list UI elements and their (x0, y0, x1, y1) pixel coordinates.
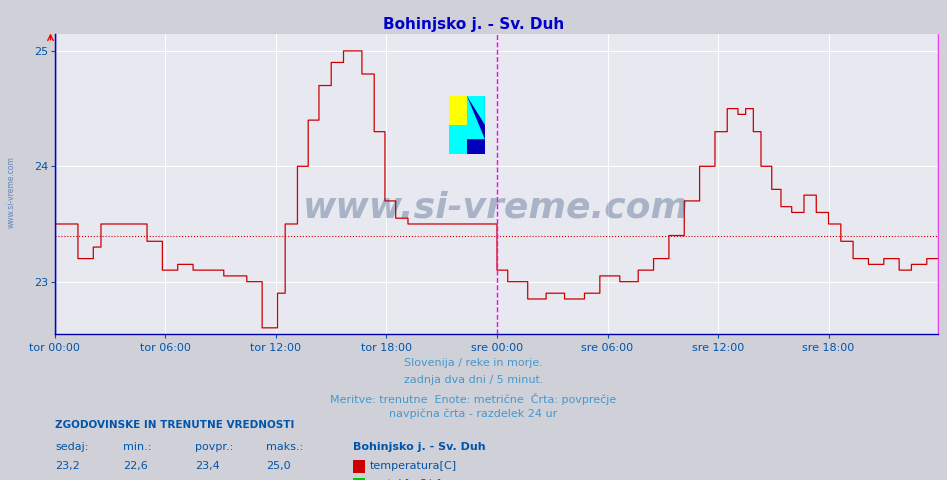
Text: -nan: -nan (195, 479, 221, 480)
Text: Bohinjsko j. - Sv. Duh: Bohinjsko j. - Sv. Duh (353, 442, 486, 452)
Text: temperatura[C]: temperatura[C] (369, 461, 456, 471)
Polygon shape (467, 96, 485, 139)
Text: sedaj:: sedaj: (55, 442, 88, 452)
Text: navpična črta - razdelek 24 ur: navpična črta - razdelek 24 ur (389, 409, 558, 420)
Text: 23,2: 23,2 (55, 461, 80, 471)
Text: zadnja dva dni / 5 minut.: zadnja dva dni / 5 minut. (403, 375, 544, 385)
Text: -nan: -nan (123, 479, 149, 480)
Text: ZGODOVINSKE IN TRENUTNE VREDNOSTI: ZGODOVINSKE IN TRENUTNE VREDNOSTI (55, 420, 295, 430)
Bar (467, 96, 485, 154)
Bar (449, 96, 467, 125)
Text: 23,4: 23,4 (195, 461, 220, 471)
Text: min.:: min.: (123, 442, 152, 452)
Text: povpr.:: povpr.: (195, 442, 233, 452)
Text: Bohinjsko j. - Sv. Duh: Bohinjsko j. - Sv. Duh (383, 17, 564, 32)
Bar (449, 125, 467, 154)
Polygon shape (467, 96, 485, 125)
Text: -nan: -nan (55, 479, 80, 480)
Text: www.si-vreme.com: www.si-vreme.com (7, 156, 16, 228)
Text: Meritve: trenutne  Enote: metrične  Črta: povprečje: Meritve: trenutne Enote: metrične Črta: … (331, 393, 616, 405)
Text: pretok[m3/s]: pretok[m3/s] (369, 479, 441, 480)
Text: -nan: -nan (266, 479, 292, 480)
Text: 25,0: 25,0 (266, 461, 291, 471)
Text: 22,6: 22,6 (123, 461, 148, 471)
Text: maks.:: maks.: (266, 442, 303, 452)
Text: www.si-vreme.com: www.si-vreme.com (303, 191, 689, 225)
Text: Slovenija / reke in morje.: Slovenija / reke in morje. (404, 358, 543, 368)
